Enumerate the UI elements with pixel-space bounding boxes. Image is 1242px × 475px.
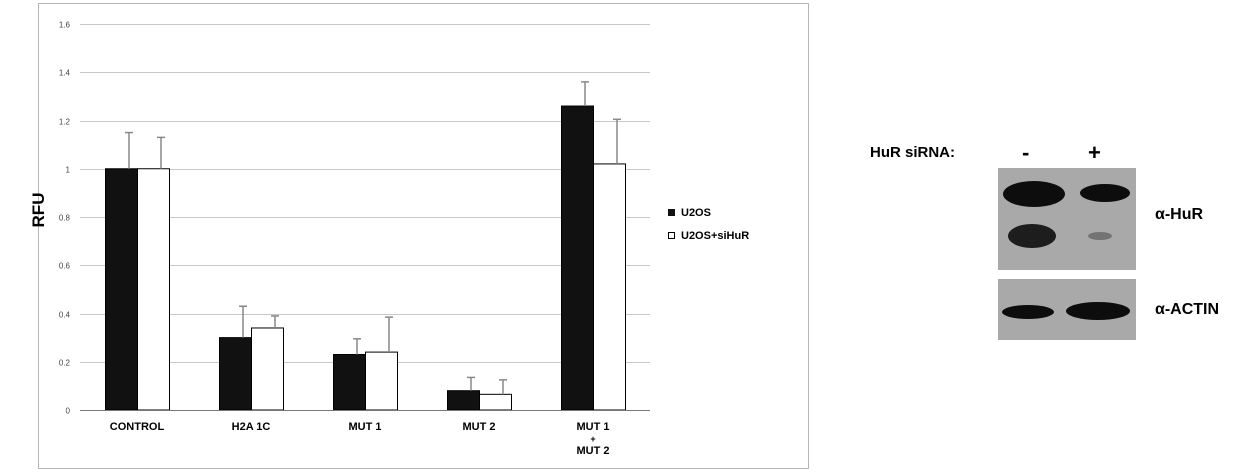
y-tick-label: 1: [66, 166, 71, 175]
bars: [105, 105, 626, 411]
y-tick-label: 0.8: [59, 214, 71, 223]
y-tick-label: 0.4: [59, 311, 71, 320]
bar-u2os: [561, 105, 594, 411]
y-tick-label: 1.4: [59, 69, 71, 78]
y-tick-label: 0.6: [59, 262, 71, 271]
legend-swatch-u2os-sihur: [668, 232, 675, 239]
band-actin-minus: [1002, 305, 1054, 319]
bar-u2os: [447, 390, 480, 411]
legend-label-u2os-sihur: U2OS+siHuR: [681, 230, 749, 242]
category-labels: CONTROL H2A 1C MUT 1 MUT 2 MUT 1 + MUT 2: [110, 421, 610, 457]
band-hur-lower-plus: [1088, 232, 1112, 240]
band-hur-plus: [1080, 184, 1130, 202]
legend: U2OS U2OS+siHuR: [668, 207, 749, 242]
bar-u2os: [105, 168, 138, 411]
bar-u2os-sihur: [479, 393, 512, 411]
x-category-label: MUT 2: [463, 421, 496, 433]
y-tick-labels: 0 0.2 0.4 0.6 0.8 1 1.2 1.4 1.6: [59, 21, 71, 416]
y-tick-label: 1.2: [59, 118, 71, 127]
x-category-label: MUT 1: [349, 421, 382, 433]
band-hur-lower-minus: [1008, 224, 1056, 248]
bar-u2os-sihur: [137, 168, 170, 411]
x-category-label: H2A 1C: [232, 421, 271, 433]
lane-label-minus: -: [1022, 140, 1030, 165]
bar-chart: 0 0.2 0.4 0.6 0.8 1 1.2 1.4 1.6 RFU CONTROL H2A 1…: [29, 3, 809, 469]
blot-actin-panel: [998, 279, 1136, 340]
western-blot-panel: HuR siRNA: - + α-HuR α-ACTIN: [860, 140, 1240, 380]
blot-hur-panel: [998, 168, 1136, 270]
bar-u2os-sihur: [251, 327, 284, 411]
band-actin-plus: [1066, 302, 1130, 320]
bar-u2os-sihur: [365, 351, 398, 411]
y-tick-label: 0.2: [59, 359, 71, 368]
bar-u2os-sihur: [593, 163, 626, 411]
legend-label-u2os: U2OS: [681, 207, 711, 219]
legend-swatch-u2os: [668, 209, 675, 216]
x-category-label: CONTROL: [110, 421, 165, 433]
gridlines: [80, 24, 650, 363]
blot-title: HuR siRNA:: [870, 144, 955, 161]
error-bars: [125, 81, 621, 395]
y-axis-label: RFU: [29, 193, 48, 228]
bar-u2os: [333, 354, 366, 411]
bar-u2os: [219, 337, 252, 411]
lane-label-plus: +: [1088, 140, 1101, 165]
antibody-label-hur: α-HuR: [1155, 206, 1204, 223]
band-hur-minus: [1003, 181, 1065, 207]
y-tick-label: 0: [66, 407, 71, 416]
y-tick-label: 1.6: [59, 21, 71, 30]
x-category-label: MUT 1 + MUT 2: [577, 421, 610, 457]
antibody-label-actin: α-ACTIN: [1155, 301, 1220, 318]
